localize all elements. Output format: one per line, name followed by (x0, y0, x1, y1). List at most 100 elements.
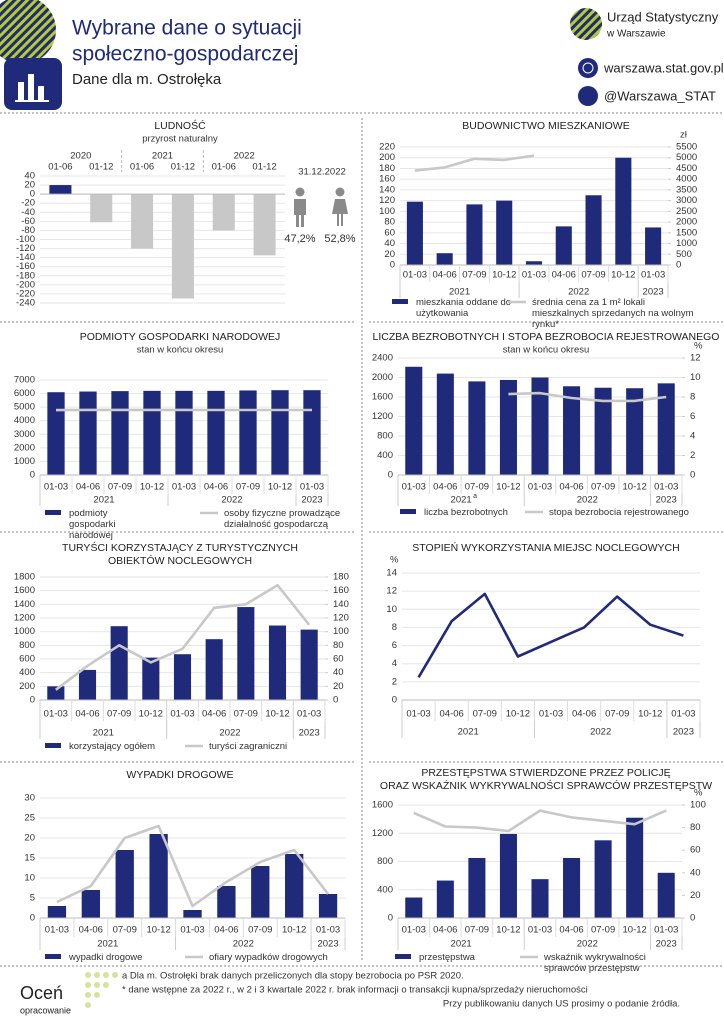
x-tick-label: 10-12 (496, 482, 520, 493)
bar (499, 833, 517, 918)
footnote: * dane wstępne za 2022 r., w 2 i 3 kwart… (122, 985, 588, 996)
y-tick-label: 1000 (14, 626, 35, 637)
y2-axis-label: % (694, 341, 703, 352)
person-head (335, 187, 345, 197)
x-tick-label: 07-09 (473, 709, 497, 720)
legend-label: przestępstwa (419, 952, 476, 963)
bar (251, 866, 270, 918)
y-tick-label: 0 (30, 189, 35, 200)
y-tick-label: 7000 (14, 375, 35, 386)
x-tick-label: 10-12 (623, 925, 647, 936)
bar (436, 373, 454, 475)
legend-swatch (45, 510, 61, 515)
bar (585, 195, 602, 265)
y-tick-label: 30 (24, 793, 35, 804)
rate-sublabel: opracowanie (20, 1005, 71, 1015)
logo-circle (0, 0, 56, 64)
x-tick-label: 04-06 (440, 709, 464, 720)
y-tick-label: 1600 (14, 585, 35, 596)
y-tick-label: 2000 (372, 372, 393, 383)
person-body (332, 199, 348, 226)
group-label: 2021 (93, 495, 114, 506)
legend-label: osoby fizyczne prowadzące działalność go… (224, 508, 343, 530)
line (508, 391, 667, 403)
share-label: 52,8% (324, 233, 355, 245)
y-tick-label: 20 (24, 180, 35, 191)
header-title: społeczno-gospodarczej (72, 43, 298, 66)
y-tick-label: 1200 (372, 828, 393, 839)
x-tick-label: 10-12 (623, 482, 647, 493)
group-note: a (473, 493, 477, 500)
group-label: 2021 (451, 939, 472, 950)
x-tick-label: 01-03 (172, 482, 196, 493)
x-tick-label: 01-03 (300, 482, 324, 493)
x-tick-label: 01-03 (641, 270, 665, 281)
group-label: 2023 (656, 939, 677, 950)
bar (173, 654, 192, 700)
x-tick-label: 07-09 (465, 925, 489, 936)
y-tick-label: 0 (388, 470, 393, 481)
x-tick-label: 01-03 (406, 709, 430, 720)
y2-tick-label: 2 (690, 450, 695, 461)
bar (131, 194, 154, 249)
twitter-icon (578, 86, 598, 106)
bar (406, 201, 423, 265)
x-tick-label: 01-06 (212, 162, 236, 173)
group-label: 2023 (299, 728, 320, 739)
bar (657, 383, 675, 475)
chart-subtitle: przyrost naturalny (142, 134, 218, 145)
website[interactable]: warszawa.stat.gov.pl (603, 60, 724, 75)
y-tick-label: 3000 (14, 429, 35, 440)
x-tick-label: 01-03 (654, 925, 678, 936)
y-tick-label: 400 (19, 667, 35, 678)
group-label: 2023 (301, 495, 322, 506)
bar (115, 850, 134, 918)
x-tick-label: 07-09 (108, 482, 132, 493)
bar (657, 872, 675, 918)
legend-label: podmioty gospodarki narodowej (69, 508, 118, 541)
y-tick-label: 1200 (372, 411, 393, 422)
y-tick-label: 0 (30, 913, 35, 924)
twitter-handle[interactable]: @Warszawa_STAT (604, 88, 716, 103)
y2-tick-label: 3000 (676, 195, 697, 206)
legend-label: mieszkania oddane do użytkowania (416, 297, 514, 319)
chart-title: TURYŚCI KORZYSTAJĄCY Z TURYSTYCZNYCH (62, 541, 298, 554)
x-tick-label: 01-03 (528, 482, 552, 493)
y2-tick-label: 3500 (676, 184, 697, 195)
group-label: 2021 (93, 728, 114, 739)
y-tick-label: -120 (16, 243, 35, 254)
bar (285, 854, 304, 918)
chart-subtitle: stan w końcu okresu (137, 345, 224, 356)
y-tick-label: 5 (30, 893, 35, 904)
bar (78, 669, 97, 700)
group-label: 2022 (234, 151, 255, 162)
y-tick-label: 0 (388, 913, 393, 924)
y2-tick-label: 60 (333, 654, 344, 665)
y-tick-label: 200 (379, 152, 395, 163)
line (56, 824, 330, 908)
y2-axis-label: zł (680, 130, 688, 141)
bar (171, 194, 194, 299)
chart-title: WYPADKI DROGOWE (126, 769, 233, 781)
chart-title: LUDNOŚĆ (154, 119, 206, 132)
y-tick-label: 60 (384, 227, 395, 238)
y2-tick-label: 100 (333, 626, 349, 637)
y-tick-label: 140 (379, 184, 395, 195)
bar (499, 379, 517, 475)
x-tick-label: 01-03 (402, 482, 426, 493)
y-tick-label: 220 (379, 142, 395, 153)
legend-label: wskaźnik wykrywalności sprawców przestęp… (543, 952, 649, 974)
legend-label: stopa bezrobocia rejestrowanego (549, 507, 689, 518)
person-head (295, 187, 305, 197)
y-tick-label: 10 (386, 604, 397, 615)
line (414, 154, 535, 172)
bar (47, 686, 65, 700)
y-tick-label: 0 (30, 470, 35, 481)
rate-label[interactable]: Oceń (20, 983, 63, 1003)
group-label: 2022 (577, 939, 598, 950)
bar (615, 157, 632, 265)
legend-swatch (395, 954, 411, 959)
group-label: 2023 (643, 287, 664, 298)
bar (563, 386, 581, 475)
x-tick-label: 10-12 (496, 925, 520, 936)
